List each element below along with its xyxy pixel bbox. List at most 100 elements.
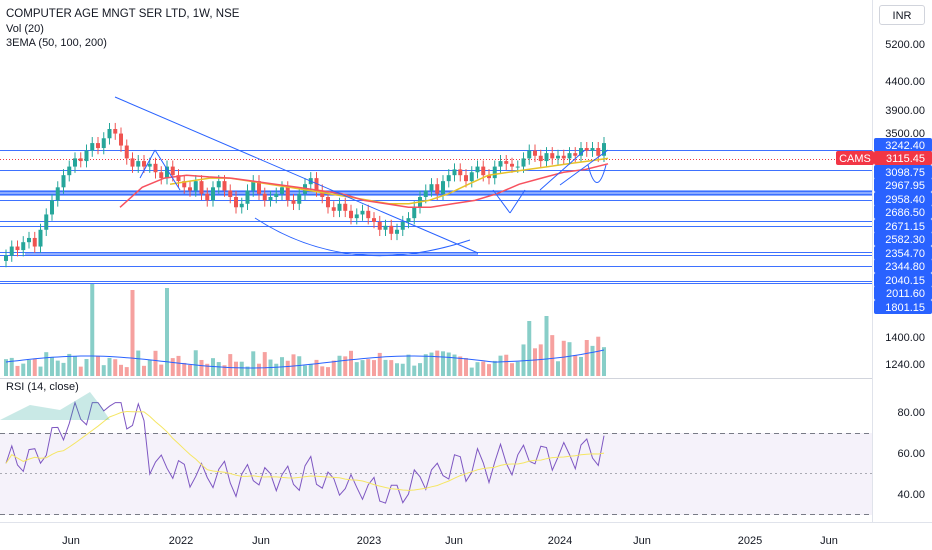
candle-body xyxy=(412,207,417,219)
volume-bar xyxy=(153,350,158,376)
last-price-label: 3115.45 xyxy=(886,153,925,165)
volume-bar xyxy=(262,352,267,376)
candle-body xyxy=(9,246,14,256)
volume-bar xyxy=(498,355,503,376)
candle-body xyxy=(136,161,141,167)
candle-body xyxy=(377,221,382,230)
time-axis[interactable]: Jun 2022 Jun 2023 Jun 2024 Jun 2025 Jun xyxy=(62,535,838,547)
volume-bar xyxy=(550,335,555,376)
level-tag xyxy=(874,138,932,152)
volume-bar xyxy=(602,347,606,376)
symbol-tag-label: CAMS xyxy=(839,153,871,165)
time-axis-label: Jun xyxy=(633,535,651,547)
trendline-drawings[interactable] xyxy=(25,96,609,257)
candle-body xyxy=(199,181,204,194)
symbol-tag xyxy=(836,151,874,165)
volume-bar xyxy=(464,358,468,376)
candle-body xyxy=(170,166,175,176)
currency-button[interactable]: INR xyxy=(879,5,925,25)
volume-bar xyxy=(176,355,181,376)
candle-body xyxy=(205,193,210,201)
volume-bar xyxy=(119,364,123,376)
rsi-overbought-fill xyxy=(0,392,110,420)
trend-line xyxy=(509,189,526,214)
volume-bar xyxy=(170,358,175,376)
rsi-indicator-label[interactable]: RSI (14, close) xyxy=(6,381,79,393)
volume-indicator-label[interactable]: Vol (20) xyxy=(6,23,44,35)
level-tag-label: 2686.50 xyxy=(885,207,925,219)
candle-body xyxy=(538,155,543,162)
trend-line xyxy=(139,149,156,179)
ema-lines xyxy=(119,157,609,209)
level-tag-label: 2967.95 xyxy=(885,180,925,192)
volume-bar xyxy=(78,366,83,376)
candles xyxy=(4,122,606,268)
candle-body xyxy=(234,197,238,208)
candle-body xyxy=(113,128,118,134)
volume-bar xyxy=(366,359,371,376)
time-axis-label: 2024 xyxy=(548,535,572,547)
volume-bar xyxy=(188,364,192,376)
trend-line xyxy=(492,189,511,214)
volume-bar xyxy=(211,358,215,376)
volume-bar xyxy=(527,321,532,376)
volume-bar xyxy=(96,355,100,376)
volume-bar xyxy=(579,356,583,376)
candle-body xyxy=(222,181,227,191)
time-axis-label: Jun xyxy=(820,535,838,547)
level-tag xyxy=(874,165,932,179)
time-axis-label: 2023 xyxy=(357,535,381,547)
rsi-axis-label: 60.00 xyxy=(897,448,925,460)
candle-body xyxy=(354,214,359,219)
level-tag-label: 2354.70 xyxy=(885,248,925,260)
volume-bar xyxy=(343,356,348,376)
candle-body xyxy=(487,175,491,179)
volume-bar xyxy=(274,363,279,376)
candle-body xyxy=(584,148,589,151)
candle-body xyxy=(579,148,583,156)
volume-bar xyxy=(584,340,589,376)
candle-body xyxy=(360,210,365,215)
candle-body xyxy=(573,153,578,156)
level-tag xyxy=(874,205,932,219)
price-axis[interactable]: 5200.00 4400.00 3900.00 3500.00 xyxy=(885,39,925,140)
level-tag xyxy=(874,259,932,273)
volume-bar xyxy=(234,361,238,376)
level-tag xyxy=(874,192,932,206)
trend-line xyxy=(539,149,586,191)
rsi-axis-label: 40.00 xyxy=(897,489,925,501)
candle-body xyxy=(458,169,463,176)
candle-body xyxy=(452,169,457,176)
volume-bar xyxy=(372,360,376,376)
level-tag-label: 2671.15 xyxy=(885,221,925,233)
volume-bar xyxy=(136,350,141,376)
volume-bar xyxy=(377,352,382,376)
ema-line xyxy=(119,163,609,209)
volume-bar xyxy=(406,354,411,376)
volume-bar xyxy=(44,352,49,376)
volume-bar xyxy=(27,360,31,376)
volume-bar xyxy=(291,354,296,376)
horizontal-levels[interactable] xyxy=(0,150,872,284)
candle-body xyxy=(153,163,158,173)
candle-body xyxy=(67,166,72,176)
price-axis-label: 4400.00 xyxy=(885,76,925,88)
symbol-title[interactable]: COMPUTER AGE MNGT SER LTD, 1W, NSE xyxy=(6,8,240,20)
volume-bar xyxy=(107,357,112,376)
candle-body xyxy=(590,148,595,151)
time-axis-label: Jun xyxy=(62,535,80,547)
candle-body xyxy=(383,225,388,230)
volume-bar xyxy=(15,365,20,376)
ema-indicator-label[interactable]: 3EMA (50, 100, 200) xyxy=(6,37,107,49)
volume-bar xyxy=(245,366,250,376)
trend-line xyxy=(114,96,479,254)
volume-bar xyxy=(412,365,417,376)
volume-bar xyxy=(429,352,434,376)
volume-bar xyxy=(515,361,520,376)
volume-bar xyxy=(458,356,463,376)
candle-body xyxy=(389,225,394,234)
candle-body xyxy=(188,187,192,191)
candle-body xyxy=(73,158,77,167)
level-tag xyxy=(874,300,932,314)
